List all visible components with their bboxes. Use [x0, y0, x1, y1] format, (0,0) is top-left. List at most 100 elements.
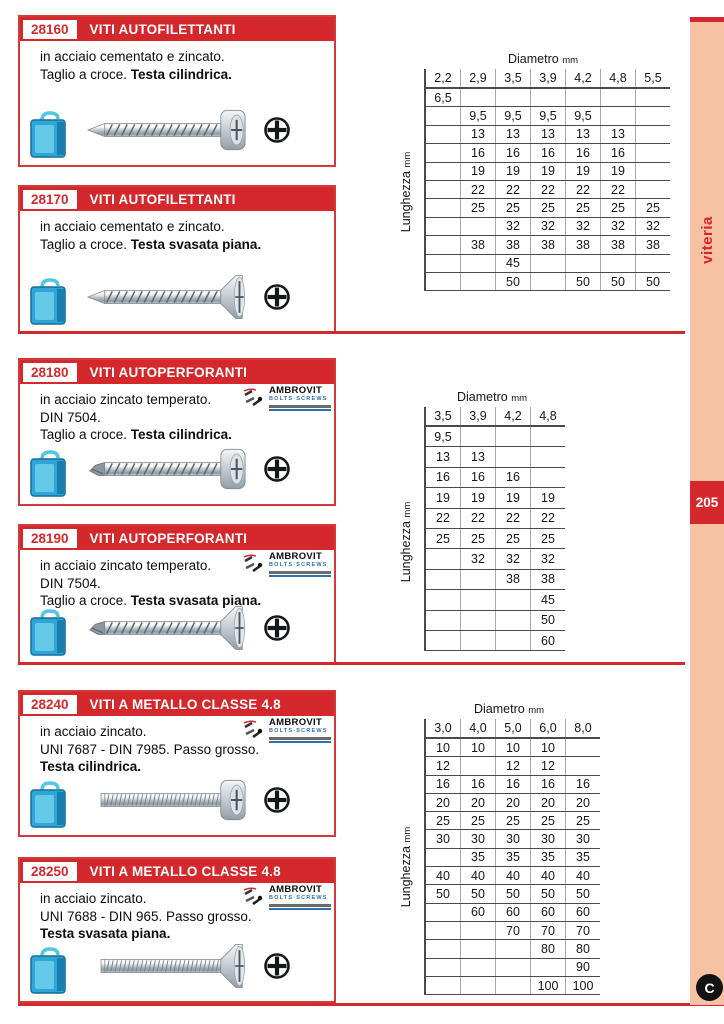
phillips-cross-icon: [262, 785, 292, 815]
size-cell: [460, 217, 496, 237]
size-cell: 30: [565, 829, 600, 849]
size-cell: 25: [460, 198, 496, 218]
diameter-column-header: 3,9: [530, 69, 566, 89]
size-cell: 25: [600, 198, 636, 218]
size-cell: 70: [530, 921, 566, 941]
size-cell: [530, 88, 566, 108]
length-row: 25 25 25 25 25: [425, 811, 600, 831]
axis-label-lunghezza: Lunghezza mm: [399, 151, 413, 233]
size-cell: 25: [530, 198, 566, 218]
size-cell: 9,5: [565, 106, 601, 126]
size-cell: [635, 106, 670, 126]
size-cell: 32: [530, 548, 565, 570]
length-row: 50 50 50 50: [425, 272, 670, 292]
size-cell: [635, 88, 670, 108]
diameter-column-header: 4,8: [530, 407, 565, 427]
dimensions-table-2: Lunghezza mm Diametro mm 3,5 3,9 4,2 4,8 9,5…: [398, 390, 565, 652]
length-row: 16 16 16: [425, 467, 565, 489]
size-cell: 19: [530, 487, 565, 509]
size-cell: [495, 610, 531, 631]
length-row: 20 20 20 20 20: [425, 793, 600, 813]
size-cell: [635, 254, 670, 273]
size-cell: 25: [460, 811, 496, 831]
size-cell: 90: [565, 958, 600, 977]
size-cell: 25: [495, 811, 531, 831]
size-cell: 40: [460, 866, 496, 886]
product-card-28190: 28190 VITI AUTOPERFORANTI in acciaio zin…: [18, 524, 336, 665]
package-bag-icon: [24, 946, 76, 996]
product-code-badge: 28190: [23, 528, 77, 548]
product-header: 28190 VITI AUTOPERFORANTI: [20, 526, 334, 550]
size-cell: 32: [530, 217, 566, 237]
size-cell: 16: [565, 143, 601, 163]
size-cell: [495, 88, 531, 108]
size-cell: 35: [565, 848, 600, 868]
description-text: Taglio a croce.: [40, 66, 131, 82]
size-cell: [495, 630, 531, 652]
ambrovit-logo: AMBROVIT BOLTS·SCREWS: [242, 885, 331, 910]
size-cell: [425, 143, 461, 163]
description-text: DIN 7504.: [40, 575, 101, 591]
length-row: 50 50 50 50 50: [425, 884, 600, 904]
package-bag-icon: [24, 277, 76, 327]
brand-screws-icon: [243, 720, 263, 739]
size-cell: 38: [600, 235, 636, 255]
length-row: 12 12 12: [425, 756, 600, 776]
length-row: 10 10 10 10: [425, 738, 600, 758]
description-text: UNI 7687 - DIN 7985. Passo grosso.: [40, 741, 260, 757]
diameter-column-header: 5,5: [635, 69, 670, 89]
size-cell: 50: [635, 272, 670, 292]
size-cell: 25: [565, 811, 600, 831]
size-grid: 3,5 3,9 4,2 4,8 9,5 13 13 16 16 16 19 19 19 19 22 22 22 2…: [424, 407, 565, 652]
size-cell: [600, 254, 636, 273]
length-row: 32 32 32: [425, 548, 565, 570]
description-text: DIN 7504.: [40, 409, 101, 425]
size-cell: [635, 125, 670, 145]
size-cell: 50: [565, 884, 600, 904]
diameter-column-header: 3,0: [425, 719, 461, 739]
ambrovit-logo: AMBROVIT BOLTS·SCREWS: [242, 552, 331, 577]
size-cell: [425, 198, 461, 218]
sidebar-top-bar: [690, 17, 724, 22]
size-cell: [460, 426, 496, 448]
size-cell: 25: [425, 811, 461, 831]
size-cell: 50: [425, 884, 461, 904]
table-title-diametro: Diametro mm: [473, 702, 545, 716]
product-card-28170: 28170 VITI AUTOFILETTANTI in acciaio cem…: [18, 185, 336, 334]
size-cell: 50: [530, 610, 565, 631]
brand-tagline-bar: [269, 405, 331, 408]
size-cell: 20: [495, 793, 531, 813]
length-row: 70 70 70: [425, 921, 600, 941]
length-row: 100 100: [425, 976, 600, 996]
size-cell: 40: [530, 866, 566, 886]
brand-name: AMBROVIT: [269, 551, 323, 562]
size-cell: [495, 589, 531, 611]
size-cell: 16: [600, 143, 636, 163]
size-cell: [530, 426, 565, 448]
size-cell: 25: [530, 811, 566, 831]
product-title: VITI AUTOPERFORANTI: [89, 364, 248, 380]
size-cell: 6,5: [425, 88, 461, 108]
product-title: VITI AUTOFILETTANTI: [89, 191, 236, 207]
size-cell: 30: [425, 829, 461, 849]
size-cell: [635, 143, 670, 163]
product-title: VITI A METALLO CLASSE 4.8: [89, 863, 281, 879]
size-cell: 32: [600, 217, 636, 237]
diameter-column-header: 2,9: [460, 69, 496, 89]
description-text: in acciaio zincato.: [40, 891, 147, 906]
size-cell: 22: [600, 180, 636, 200]
size-cell: 13: [460, 446, 496, 468]
size-cell: 13: [460, 125, 496, 145]
size-cell: 35: [460, 848, 496, 868]
size-cell: 22: [460, 180, 496, 200]
size-cell: [460, 272, 496, 292]
screw-photo: [78, 101, 270, 159]
size-cell: [530, 254, 566, 273]
length-row: 6,5: [425, 88, 670, 108]
length-row: 45: [425, 589, 565, 611]
size-cell: 19: [565, 162, 601, 181]
size-cell: 19: [460, 162, 496, 181]
size-cell: 16: [495, 775, 531, 794]
size-cell: 19: [600, 162, 636, 181]
phillips-cross-icon: [262, 115, 292, 145]
